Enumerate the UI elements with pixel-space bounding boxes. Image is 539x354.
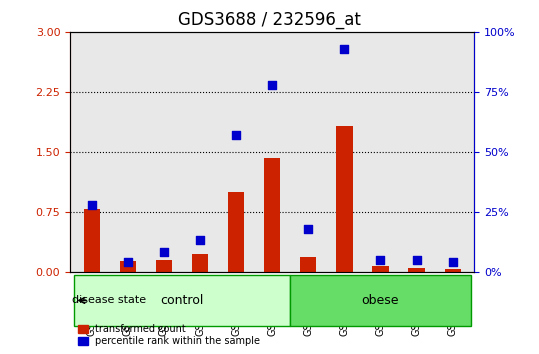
Point (196, 238, 204, 243)
Point (448, 259, 457, 265)
Bar (264, 158, 280, 272)
Point (160, 250, 168, 255)
Bar (372, 266, 389, 272)
Bar (409, 268, 425, 272)
Bar (84, 209, 100, 272)
Bar (300, 257, 316, 272)
Bar (74, 275, 290, 326)
Text: control: control (160, 294, 204, 307)
Point (268, 82, 277, 87)
Bar (290, 275, 471, 326)
Bar (192, 254, 208, 272)
Bar (156, 260, 172, 272)
Text: disease state: disease state (72, 296, 146, 306)
Bar (120, 261, 136, 272)
Bar (228, 192, 244, 272)
Text: GDS3688 / 232596_at: GDS3688 / 232596_at (178, 11, 361, 29)
Point (232, 132, 240, 138)
Point (412, 257, 421, 263)
Text: obese: obese (362, 294, 399, 307)
Point (123, 259, 132, 265)
Bar (445, 269, 461, 272)
Bar (336, 126, 353, 272)
Legend: transformed count, percentile rank within the sample: transformed count, percentile rank withi… (75, 321, 263, 349)
Point (340, 46, 349, 51)
Point (376, 257, 385, 263)
Point (87, 202, 96, 207)
Point (304, 225, 313, 231)
